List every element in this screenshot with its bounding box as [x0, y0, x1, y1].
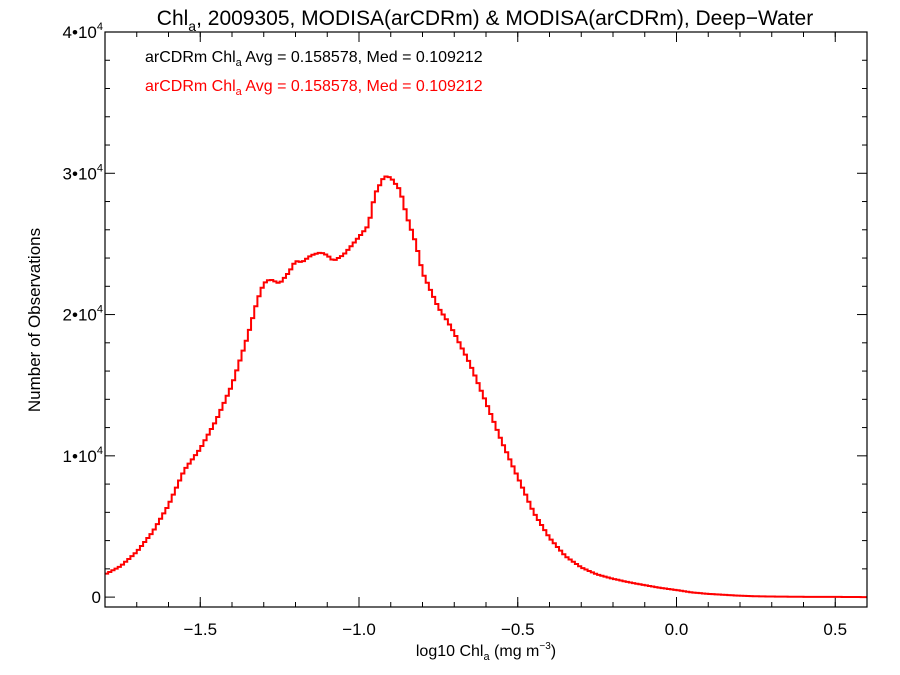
y-tick-label: 3•104 — [63, 162, 103, 183]
stats-annotation-red: arCDRm Chla Avg = 0.158578, Med = 0.1092… — [145, 78, 483, 98]
x-tick-label: −0.5 — [501, 620, 535, 639]
axis-ticks: −1.5 −1.0 −0.5 0.0 0.5 0 1•104 2•104 3•104 4•104 — [63, 21, 868, 639]
x-tick-label: 0.0 — [665, 620, 689, 639]
x-tick-label: 0.5 — [823, 620, 847, 639]
y-axis-label: Number of Observations — [25, 228, 44, 412]
histogram-line — [105, 175, 867, 599]
x-tick-label: −1.0 — [342, 620, 376, 639]
y-tick-label: 0 — [92, 588, 101, 607]
stats-annotation-black: arCDRm Chla Avg = 0.158578, Med = 0.1092… — [145, 49, 483, 69]
y-tick-label: 4•104 — [63, 21, 103, 42]
plot-frame — [104, 31, 868, 608]
y-tick-label: 1•104 — [63, 445, 103, 466]
y-tick-label: 2•104 — [63, 304, 103, 325]
x-axis-label: log10 Chla (mg m−3) — [416, 641, 556, 663]
chart-title: Chla, 2009305, MODISA(arCDRm) & MODISA(a… — [157, 7, 813, 34]
data-series — [105, 175, 867, 599]
x-tick-label: −1.5 — [183, 620, 217, 639]
